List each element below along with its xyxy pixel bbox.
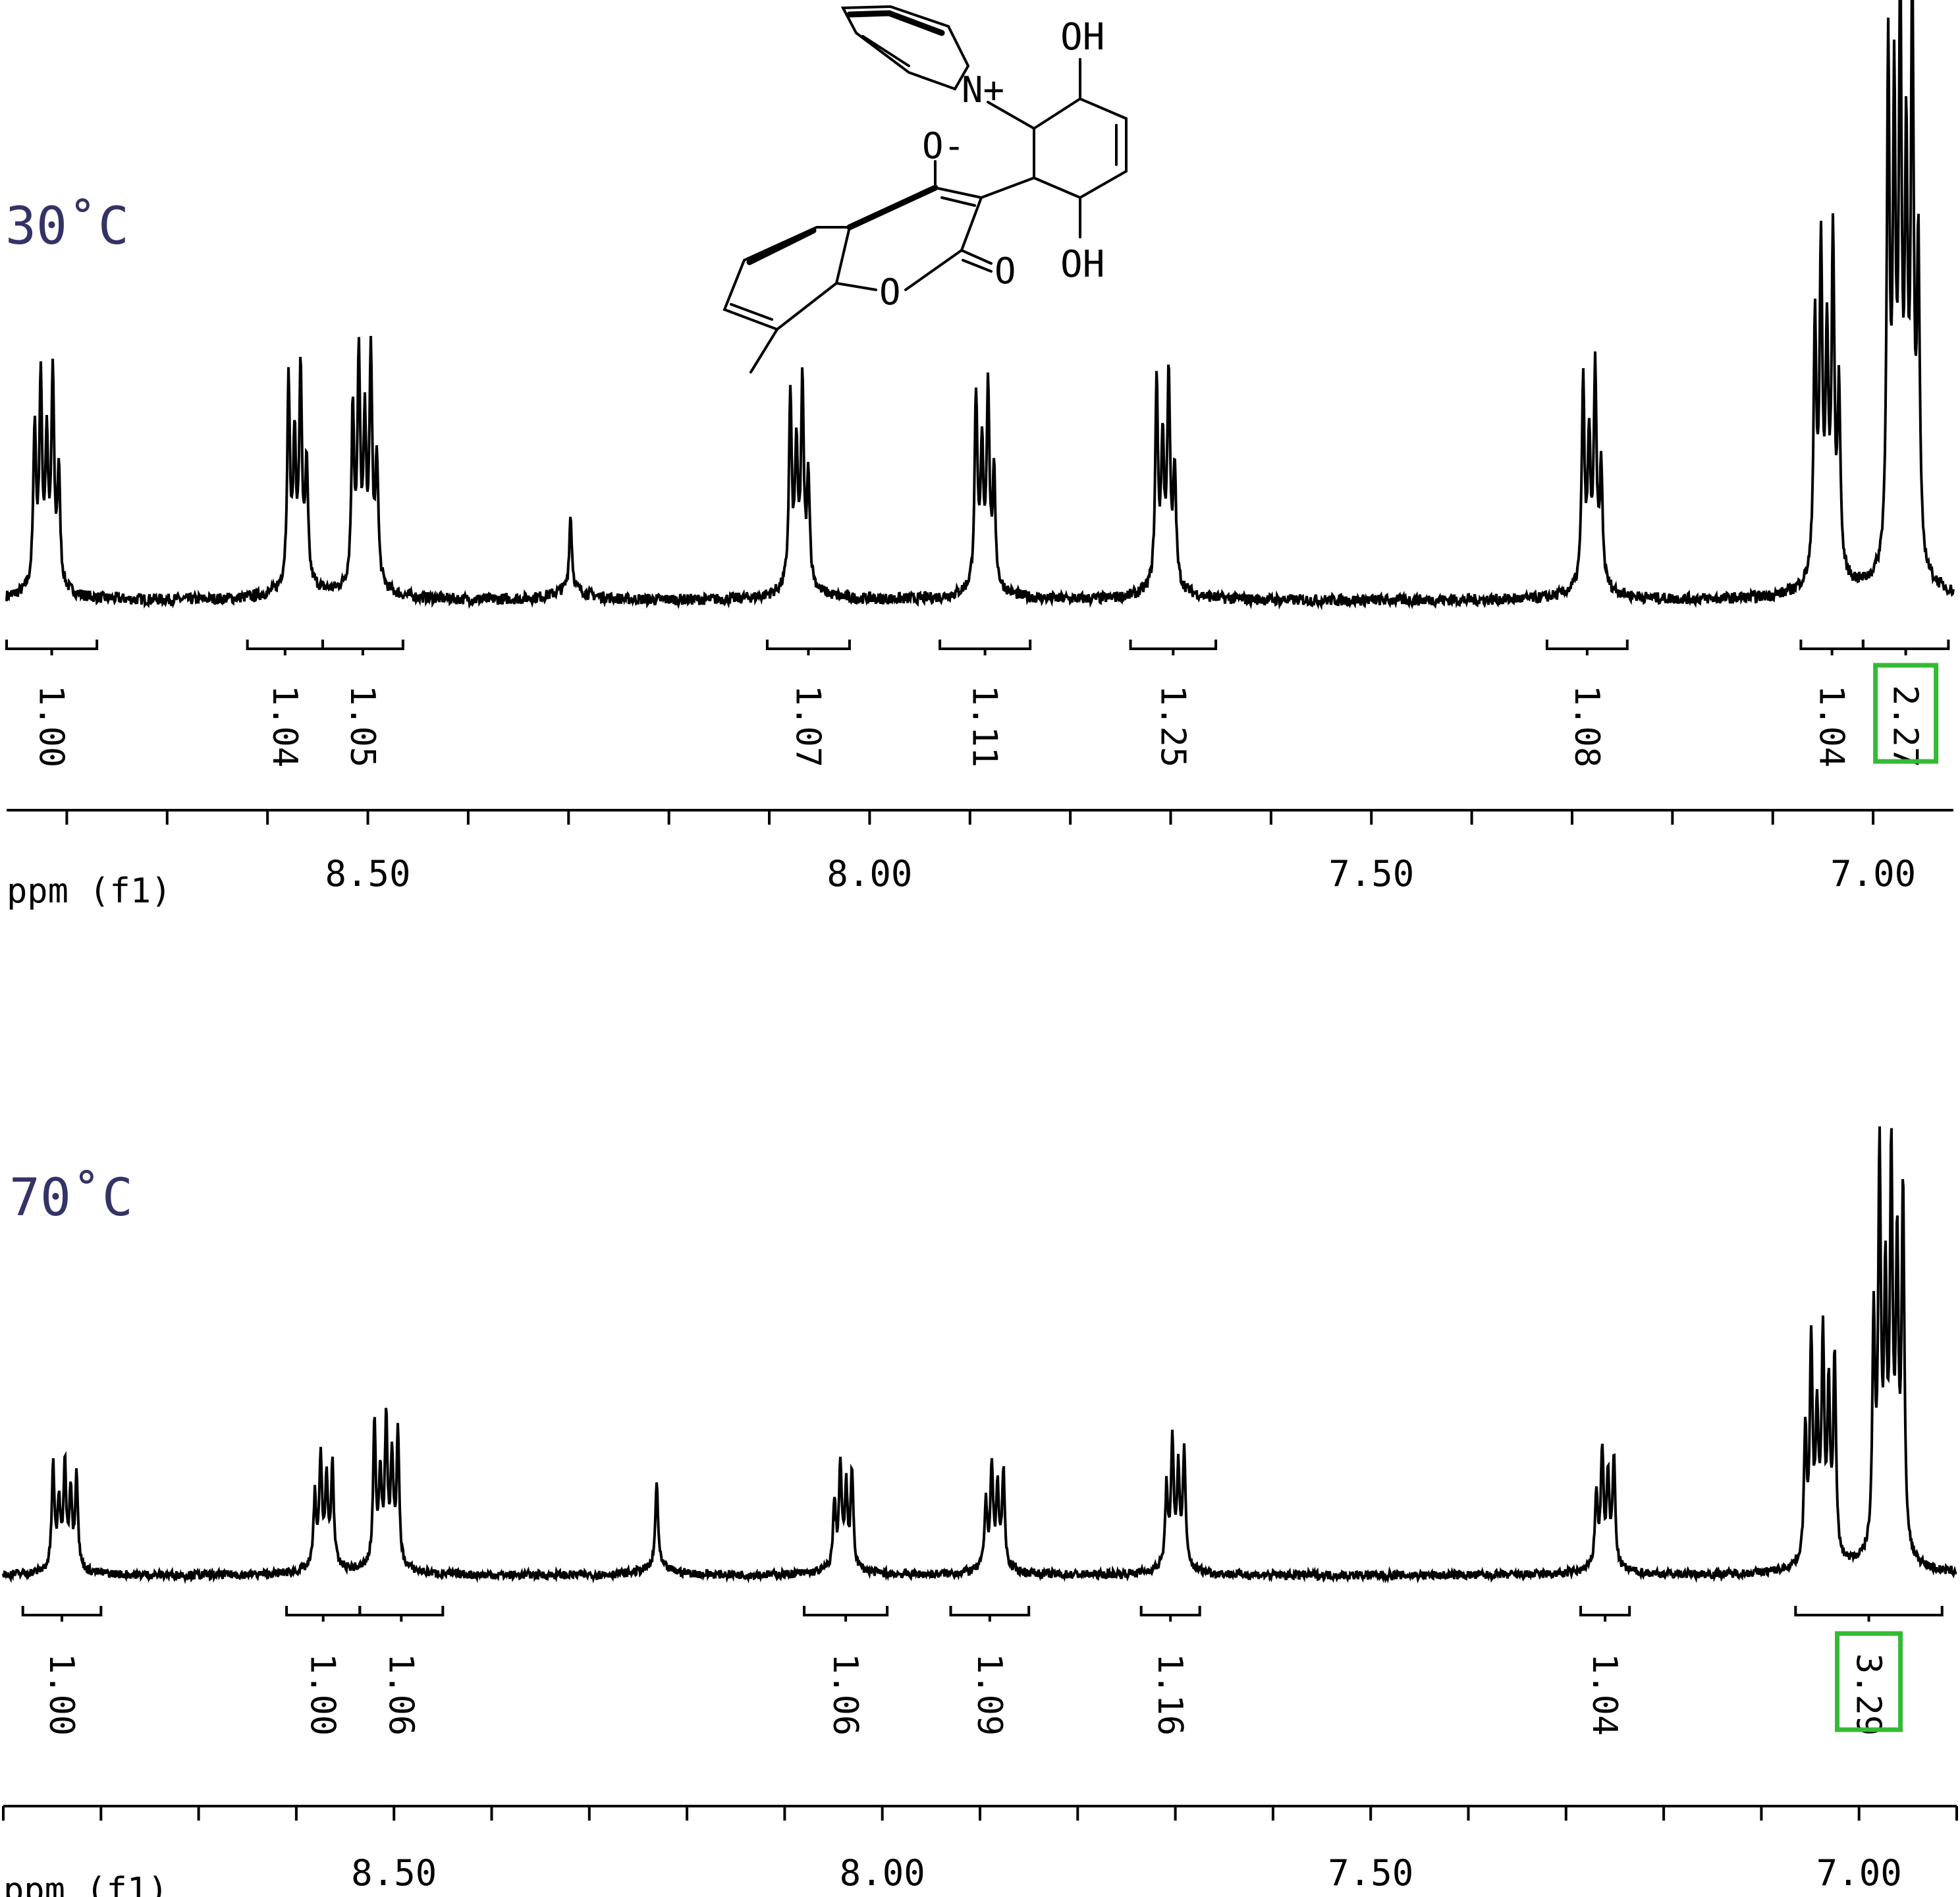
chemical-structure [722, 5, 1128, 373]
integral-value: 1.06 [381, 1653, 420, 1736]
integral-bracket [1861, 640, 1950, 655]
hydroquinone-ring [1033, 97, 1128, 200]
integral-bracket [1129, 640, 1218, 655]
integral-bracket [246, 640, 324, 655]
integral-value: 1.00 [303, 1653, 342, 1736]
integral-value: 1.04 [1812, 685, 1851, 767]
x-tick-label: 7.00 [1816, 1852, 1902, 1894]
integral-bracket [321, 640, 404, 655]
integral-bracket [939, 640, 1032, 655]
x-tick-label: 8.00 [840, 1852, 925, 1894]
integral-value: 1.04 [1585, 1653, 1624, 1736]
integral-value: 1.00 [41, 1653, 81, 1736]
structure-labels: OH OH N+ O- O O [879, 16, 1104, 313]
aryl-enolate-bond [846, 184, 939, 231]
spectrum-trace [5, 0, 1955, 611]
x-tick-label: 8.50 [325, 853, 411, 894]
integral-bracket [358, 1606, 445, 1622]
x-tick-label: 7.50 [1328, 1852, 1413, 1894]
temperature-label: 70˚C [9, 1168, 133, 1228]
oh-bottom-label: OH [1060, 243, 1104, 286]
integral-bracket [21, 1606, 103, 1622]
spectrum-trace [2, 1126, 1957, 1584]
x-axis-label: ppm (f1) [7, 871, 171, 911]
pyridinium-ring-bond [840, 5, 970, 91]
integral-value: 1.05 [342, 685, 382, 767]
lactone-bond [904, 249, 963, 291]
integral-bracket [803, 1606, 889, 1622]
o-ring-label: O [879, 271, 901, 313]
integral-value: 3.29 [1849, 1653, 1888, 1736]
integral-bracket [1799, 640, 1865, 655]
pyridinium-double-bond-2 [861, 35, 910, 67]
integral-bracket [765, 640, 851, 655]
pyridinium-double-bond [846, 10, 945, 36]
integral-value: 1.11 [965, 685, 1004, 767]
x-tick-label: 8.50 [351, 1852, 437, 1894]
integral-bracket [1545, 640, 1629, 655]
carbonyl-double-bond [962, 259, 993, 273]
integral-value: 1.16 [1150, 1653, 1189, 1736]
integral-bracket [285, 1606, 362, 1622]
integral-bracket [5, 640, 99, 655]
carbonyl-bond [960, 249, 993, 265]
integral-highlight-box [1835, 1631, 1903, 1732]
integral-bracket [1794, 1606, 1944, 1622]
ring-c-bond [980, 177, 1035, 199]
integral-value: 1.04 [265, 685, 304, 767]
integral-value: 1.08 [1567, 685, 1606, 767]
integral-value: 2.27 [1886, 685, 1925, 767]
c-c-double-bond [934, 186, 983, 252]
spectrum-panel-30c: 30˚C 1.00 1.04 1.05 1.07 1.11 1.25 1.08 1.04 2.27… [5, 0, 1955, 911]
integral-bracket [1579, 1606, 1631, 1622]
x-tick-label: 7.00 [1830, 853, 1916, 894]
integral-value: 1.00 [32, 685, 71, 767]
integral-value: 1.06 [825, 1653, 865, 1736]
integral-value: 1.25 [1153, 685, 1192, 767]
oh-top-label: OH [1060, 16, 1104, 59]
o-minus-label: O- [922, 125, 965, 167]
n-c-bond [987, 101, 1035, 130]
x-axis-label: ppm (f1) [3, 1871, 168, 1897]
c-c-inner-bond [940, 196, 976, 207]
coumarin-benzene-double [746, 227, 817, 265]
methyl-bond [749, 328, 778, 373]
o-carbonyl-label: O [994, 250, 1016, 292]
coumarin-benzene-double-2 [730, 303, 773, 321]
x-tick-label: 7.50 [1328, 853, 1414, 894]
integral-value: 1.07 [788, 685, 827, 767]
n-plus-label: N+ [962, 69, 1004, 111]
x-tick-label: 8.00 [827, 853, 912, 894]
integral-bracket [949, 1606, 1031, 1622]
spectrum-panel-70c: 70˚C 1.00 1.00 1.06 1.06 1.09 1.16 1.04 3.29 8.50… [2, 1126, 1958, 1897]
integral-highlight-box [1873, 663, 1939, 764]
integral-bracket [1139, 1606, 1201, 1622]
integral-value: 1.09 [969, 1653, 1009, 1736]
temperature-label: 30˚C [5, 197, 129, 256]
o-ring-bond [835, 282, 877, 291]
